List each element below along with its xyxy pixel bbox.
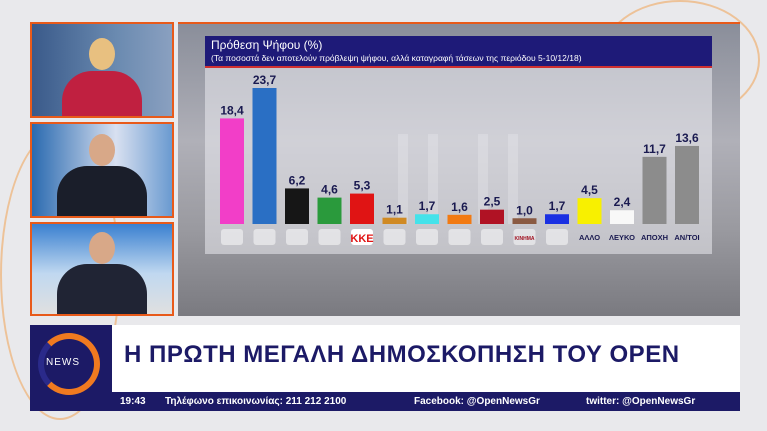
bar-value-label: 1,0 bbox=[516, 203, 533, 217]
logo-ring-icon bbox=[38, 333, 100, 395]
kke-logo-icon bbox=[351, 229, 373, 245]
bar bbox=[675, 145, 699, 224]
chart-title: Πρόθεση Ψήφου (%) bbox=[211, 38, 323, 52]
party-logo-icon bbox=[416, 229, 438, 245]
bar bbox=[382, 217, 407, 224]
ticker-bar: 19:43 Τηλέφωνο επικοινωνίας: 211 212 210… bbox=[112, 392, 740, 411]
logo-text: NEWS bbox=[46, 357, 80, 368]
ticker-twitter: twitter: @OpenNewsGr bbox=[586, 396, 696, 407]
bar bbox=[252, 88, 277, 224]
party-logo-icon bbox=[481, 229, 503, 245]
lower-third-banner: NEWS Η ΠΡΩΤΗ ΜΕΓΑΛΗ ΔΗΜΟΣΚΟΠΗΣΗ ΤΟΥ OPEN… bbox=[30, 325, 740, 411]
bar bbox=[512, 218, 537, 224]
bar bbox=[285, 188, 309, 224]
bar-value-label: 4,5 bbox=[581, 183, 598, 197]
chart-header: Πρόθεση Ψήφου (%) (Τα ποσοστά δεν αποτελ… bbox=[205, 36, 712, 68]
bar bbox=[480, 209, 504, 224]
bar-value-label: 5,3 bbox=[354, 179, 371, 193]
bar-value-label: 1,6 bbox=[451, 200, 468, 214]
bar-value-label: 1,7 bbox=[419, 199, 436, 213]
category-label: ΑΠΟΧΗ bbox=[641, 233, 668, 242]
category-label: ΑΛΛΟ bbox=[579, 233, 600, 242]
kinima-logo-icon bbox=[513, 229, 536, 245]
chart-subtitle: (Τα ποσοστά δεν αποτελούν πρόβλεψη ψήφου… bbox=[211, 53, 582, 63]
ticker-time: 19:43 bbox=[120, 396, 146, 407]
party-logo-icon bbox=[448, 229, 471, 245]
category-label: ΚΚΕ bbox=[350, 233, 373, 245]
bar bbox=[415, 214, 439, 224]
bar-value-label: 6,2 bbox=[289, 173, 306, 187]
headline: Η ΠΡΩΤΗ ΜΕΓΑΛΗ ΔΗΜΟΣΚΟΠΗΣΗ ΤΟΥ OPEN bbox=[124, 341, 680, 368]
party-logo-icon bbox=[546, 229, 568, 245]
bar-value-label: 11,7 bbox=[643, 142, 666, 156]
golden-dawn-logo-icon bbox=[286, 229, 308, 245]
nd-logo-icon bbox=[253, 229, 276, 245]
category-label: ΑΝ/ΤΟΙ bbox=[674, 233, 699, 242]
ticker-facebook: Facebook: @OpenNewsGr bbox=[414, 396, 540, 407]
bar bbox=[350, 193, 374, 224]
bar-value-label: 4,6 bbox=[321, 183, 338, 197]
bar-value-label: 13,6 bbox=[675, 131, 699, 145]
open-news-logo: NEWS bbox=[30, 325, 112, 411]
video-feed-guest-2 bbox=[30, 222, 174, 316]
bar bbox=[545, 214, 569, 224]
video-feed-guest-1 bbox=[30, 122, 174, 218]
bar-value-label: 1,1 bbox=[386, 203, 403, 217]
category-label: ΛΕΥΚΟ bbox=[609, 233, 635, 242]
bar bbox=[642, 156, 667, 224]
ticker-phone: Τηλέφωνο επικοινωνίας: 211 212 2100 bbox=[165, 396, 347, 407]
syriza-logo-icon bbox=[221, 229, 243, 245]
video-feed-anchor bbox=[30, 22, 174, 118]
bar-value-label: 23,7 bbox=[253, 73, 277, 87]
bar bbox=[610, 210, 634, 224]
bar bbox=[577, 198, 602, 224]
kinal-logo-icon bbox=[318, 229, 341, 245]
bar-value-label: 1,7 bbox=[549, 199, 566, 213]
bar bbox=[220, 118, 244, 224]
category-label: ΚΙΝΗΜΑ bbox=[515, 236, 535, 242]
party-logo-icon bbox=[383, 229, 406, 245]
bar bbox=[317, 197, 342, 224]
bar-value-label: 2,4 bbox=[614, 195, 631, 209]
bar-value-label: 18,4 bbox=[220, 103, 244, 117]
bar bbox=[447, 214, 472, 224]
bar-value-label: 2,5 bbox=[484, 195, 501, 209]
